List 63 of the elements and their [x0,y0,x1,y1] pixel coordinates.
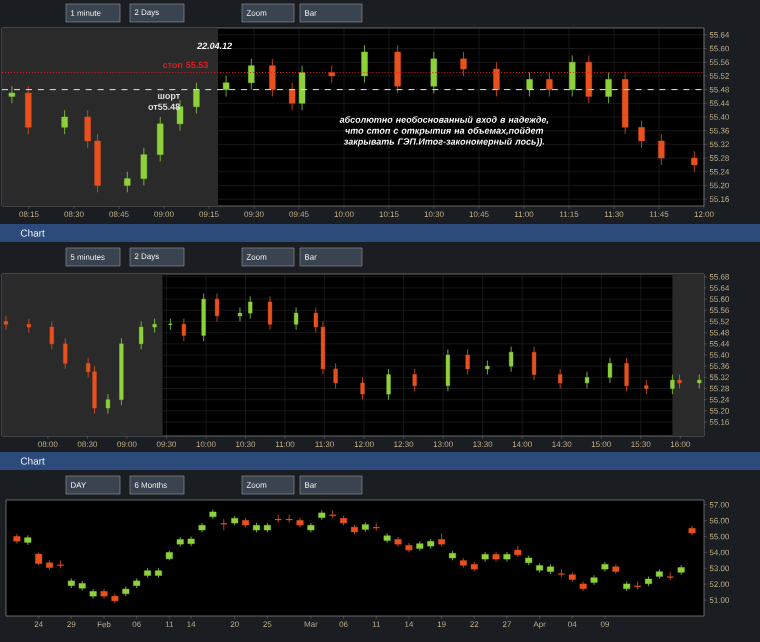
candlestick [584,371,590,389]
candlestick [193,82,200,114]
candlestick [624,357,629,392]
candlestick [638,120,645,149]
candlestick [294,307,299,331]
candlestick [666,571,675,581]
candlestick [605,72,612,104]
candlestick [465,349,470,375]
candlestick [25,85,32,135]
candlestick [485,360,490,375]
candlestick [152,318,157,334]
candlestick [460,51,467,77]
candlestick [546,72,553,97]
candlestick [105,393,111,415]
candlestick [383,532,391,544]
candlestick [157,116,164,162]
candlestick [430,51,437,94]
candlestick [531,346,537,381]
candlestick [222,75,230,97]
candlestick [269,58,276,97]
candlestick [201,293,206,342]
candlestick [176,99,184,132]
candlestick [49,321,54,350]
candlestick [644,379,649,395]
candlestick [333,362,338,389]
candlestick [124,171,131,193]
candlestick [8,85,16,104]
candlestick [481,551,489,562]
candlestick [658,133,665,166]
candlestick [607,357,613,384]
candlestick [670,374,675,395]
candlestick [360,376,365,401]
candlestick [288,82,296,111]
candlestick [92,365,97,415]
candlestick [181,318,186,342]
candlestick [445,349,450,392]
candlestick [361,44,368,84]
candlestick [248,58,255,91]
candlestick [61,109,68,135]
candlestick [569,54,576,97]
candlestick [622,72,629,135]
candlestick [248,295,253,320]
candlestick [412,368,417,392]
candlestick [394,44,401,94]
candlestick [691,150,698,173]
candlestick [590,574,598,586]
candlestick [526,72,533,97]
candlestick [140,147,148,186]
candlestick [214,293,220,322]
candlestick [237,307,243,322]
candlestick [585,54,592,104]
candlestick [89,588,97,599]
candlestick [558,368,563,389]
candlestick [509,346,514,373]
candlestick [677,564,685,576]
candlestick [26,318,31,334]
candlestick [139,321,144,350]
candlestick [3,315,9,331]
candlestick [63,337,68,370]
candlestick [267,295,273,331]
candlestick [386,368,391,401]
candlestick [493,61,500,97]
candlestick [298,65,306,111]
